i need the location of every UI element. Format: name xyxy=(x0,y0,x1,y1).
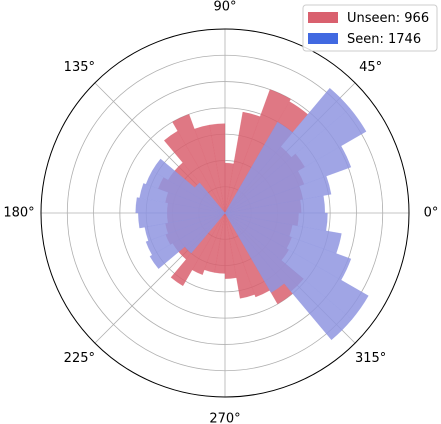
angle-tick-90: 90° xyxy=(213,0,236,15)
outer-ring xyxy=(40,28,410,398)
angle-tick-180: 180° xyxy=(3,206,34,221)
angle-tick-labels: 0° 45° 90° 135° 180° 225° 270° 315° xyxy=(3,0,438,424)
legend: Unseen: 966 Seen: 1746 xyxy=(302,4,438,52)
legend-swatch-seen xyxy=(308,33,338,44)
bar-series0-bin-230 xyxy=(170,212,226,287)
bar-series1-bin-40 xyxy=(224,87,351,214)
bar-series1-bin-170 xyxy=(135,197,226,214)
bar-series1-bin-320 xyxy=(224,212,369,320)
legend-label-unseen: Unseen: 966 xyxy=(347,11,429,26)
bar-series1-bin-50 xyxy=(224,121,293,214)
bar-series0-bin-110 xyxy=(172,113,226,214)
bar-series1-bin-220 xyxy=(184,212,226,254)
angle-tick-0: 0° xyxy=(424,206,439,221)
bar-series0-bin-70 xyxy=(224,111,261,214)
angle-tick-45: 45° xyxy=(359,60,382,75)
bars-layer xyxy=(135,87,369,341)
series-1 xyxy=(135,87,369,341)
legend-swatch-unseen xyxy=(308,12,338,23)
bar-series1-bin-210 xyxy=(149,212,226,270)
bar-series1-bin-330 xyxy=(224,212,352,281)
bar-series1-bin-340 xyxy=(224,212,342,254)
legend-label-seen: Seen: 1746 xyxy=(347,32,421,47)
bar-series0-bin-120 xyxy=(163,130,226,214)
angle-tick-135: 135° xyxy=(64,60,95,75)
angle-tick-270: 270° xyxy=(209,412,240,424)
bar-series0-bin-240 xyxy=(191,212,226,276)
bar-series0-bin-60 xyxy=(224,89,291,214)
angle-tick-315: 315° xyxy=(355,351,386,366)
angle-tick-225: 225° xyxy=(64,351,95,366)
bar-series1-bin-350 xyxy=(224,212,328,232)
